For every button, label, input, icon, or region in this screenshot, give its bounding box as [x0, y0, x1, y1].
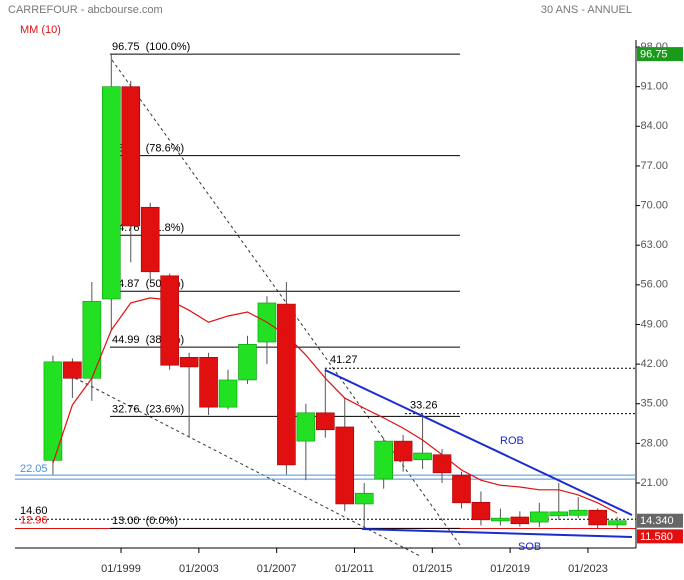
- resistance-label: 41.27: [330, 354, 358, 366]
- x-tick-label: 01/2011: [335, 563, 374, 575]
- candle-body: [510, 516, 530, 525]
- level-label: 14.60: [20, 505, 48, 517]
- y-tick-label: 84.00: [640, 120, 668, 132]
- y-tick-label: 63.00: [640, 239, 668, 251]
- chart-title: CARREFOUR - abcbourse.com: [8, 4, 163, 16]
- level-label: 12.96: [20, 514, 48, 526]
- fibonacci-label: 13.00 (0.0%): [112, 515, 178, 527]
- candle-body: [43, 361, 63, 461]
- candle-body: [199, 357, 218, 408]
- x-tick-label: 01/2003: [179, 563, 219, 575]
- y-tick-label: 77.00: [640, 160, 668, 172]
- candle-body: [102, 86, 121, 300]
- candle-body: [238, 343, 257, 381]
- candle-body: [413, 452, 432, 461]
- x-tick-label: 01/1999: [101, 563, 141, 575]
- candle-body: [140, 206, 160, 273]
- candle-body: [316, 412, 335, 431]
- resistance-label: 33.26: [410, 400, 438, 412]
- x-tick-label: 01/2007: [257, 563, 297, 575]
- y-tick-label: 21.00: [640, 477, 668, 489]
- candle-body: [160, 275, 179, 366]
- y-tick-label: 49.00: [640, 318, 668, 330]
- chart-subtitle: 30 ANS - ANNUEL: [541, 4, 632, 16]
- y-tick-label: 70.00: [640, 199, 668, 211]
- price-tag-label: 96.75: [640, 49, 668, 61]
- candle-body: [432, 454, 452, 474]
- candle-body: [393, 440, 413, 462]
- price-tag: [637, 513, 683, 528]
- legend-entry: MM (10): [20, 24, 61, 36]
- y-tick-label: 56.00: [640, 279, 668, 291]
- candle-body: [374, 440, 393, 480]
- candle-body: [63, 361, 82, 379]
- annotation: ROB: [500, 435, 524, 447]
- candle-body: [471, 501, 491, 521]
- y-tick-label: 35.00: [640, 398, 668, 410]
- candle-body: [549, 511, 569, 517]
- price-tag-label: 14.340: [640, 515, 674, 527]
- x-tick-label: 01/2019: [490, 563, 530, 575]
- annotation: SOB: [518, 541, 541, 553]
- candle-body: [296, 412, 316, 442]
- candle-body: [568, 509, 588, 516]
- y-tick-label: 28.00: [640, 437, 668, 449]
- candle-body: [335, 426, 355, 505]
- candle-body: [491, 517, 510, 522]
- fibonacci-label: 96.75 (100.0%): [112, 41, 190, 53]
- y-tick-label: 91.00: [640, 81, 668, 93]
- candle-body: [218, 379, 238, 408]
- x-tick-label: 01/2015: [412, 563, 452, 575]
- candle-body: [354, 492, 374, 505]
- price-tag: [637, 47, 683, 62]
- trend-dashed: [74, 377, 421, 557]
- y-tick-label: 42.00: [640, 358, 668, 370]
- candle-body: [277, 303, 296, 466]
- candle-body: [82, 300, 102, 379]
- level-label: 22.05: [20, 463, 48, 475]
- moving-average: [52, 297, 618, 514]
- trend-line-sob: [361, 528, 633, 538]
- trend-line-rob: [324, 369, 633, 516]
- price-tag-label: 11.580: [640, 531, 673, 543]
- candle-body: [588, 509, 607, 526]
- candle-body: [607, 520, 627, 526]
- x-tick-label: 01/2023: [568, 563, 608, 575]
- candle-body: [452, 474, 471, 504]
- candle-body: [121, 86, 141, 227]
- price-tag: [637, 529, 683, 544]
- candle-body: [179, 357, 199, 368]
- fibonacci-label: 32.76 (23.6%): [112, 403, 184, 415]
- candle-body: [530, 511, 549, 523]
